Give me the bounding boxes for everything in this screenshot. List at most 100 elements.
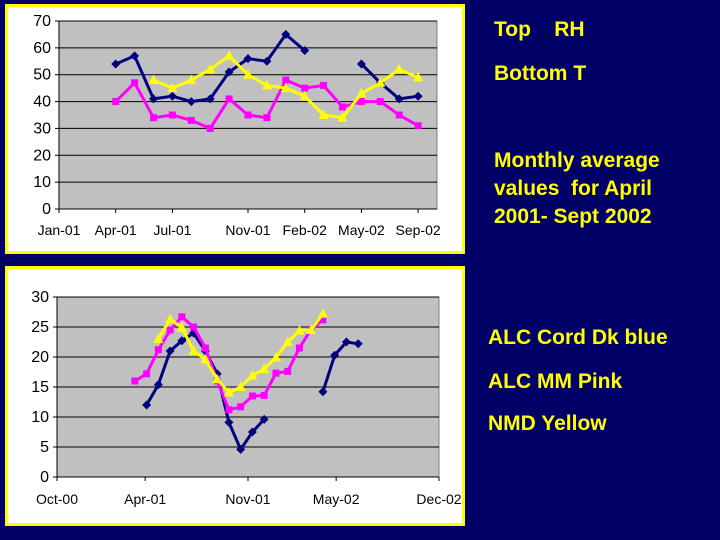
diamond-point: [205, 94, 215, 104]
x-tick-label: May-02: [313, 491, 360, 507]
x-tick-label: Oct-00: [36, 491, 78, 507]
square-point: [295, 344, 303, 352]
x-tick-label: Nov-01: [225, 491, 270, 507]
y-tick-label: 25: [31, 319, 49, 336]
square-point: [178, 313, 186, 321]
diamond-point: [224, 417, 234, 427]
diamond-point: [356, 59, 366, 69]
triangle-point: [299, 90, 310, 101]
y-tick-label: 20: [31, 349, 49, 366]
triangle-point: [413, 71, 424, 82]
square-point: [154, 346, 162, 354]
bottom-t-label: Bottom T: [494, 62, 587, 85]
triangle-point: [235, 381, 246, 391]
diamond-point: [130, 51, 140, 61]
square-point: [244, 111, 252, 119]
caption-line-1: Monthly average: [494, 149, 660, 172]
temperature-line-chart: 0 5 10 15 20 25 30 Oct-00 Apr-01 Nov-01 May-02 Dec-…: [31, 289, 462, 507]
square-point: [376, 98, 384, 106]
rh-line-chart: 0 10 20 30 40 50 60 70 Jan-01 Apr-01 Jul-01 Nov-01 F…: [33, 13, 441, 238]
legend-yellow: NMD Yellow: [488, 412, 607, 435]
diamond-point: [300, 46, 310, 56]
diamond-point: [177, 336, 187, 346]
caption-line-2: values for April: [494, 177, 652, 200]
diamond-point: [111, 59, 121, 69]
square-point: [414, 122, 422, 130]
triangle-point: [224, 50, 235, 60]
square-point: [263, 114, 271, 122]
triangle-point: [205, 63, 216, 74]
series-line: [321, 340, 359, 393]
y-tick-label: 0: [40, 469, 49, 486]
y-tick-label: 30: [31, 289, 49, 306]
diamond-point: [224, 67, 234, 77]
x-tick-label: Apr-01: [124, 491, 166, 507]
x-tick-label: Jan-01: [38, 222, 81, 238]
diamond-point: [318, 387, 328, 397]
diamond-point: [353, 339, 363, 349]
triangle-point: [270, 352, 281, 362]
square-point: [112, 98, 120, 106]
square-point: [301, 84, 309, 92]
square-point: [168, 111, 176, 119]
diamond-point: [243, 54, 253, 64]
temperature-chart-panel: 0 5 10 15 20 25 30 Oct-00 Apr-01 Nov-01 May-02 Dec-…: [5, 266, 465, 526]
square-point: [225, 406, 233, 414]
rh-chart-panel: 0 10 20 30 40 50 60 70 Jan-01 Apr-01 Jul-01 Nov-01 F…: [5, 4, 465, 254]
triangle-point: [280, 82, 291, 93]
y-tick-label: 60: [33, 40, 51, 57]
diamond-point: [413, 91, 423, 101]
y-tick-label: 50: [33, 67, 51, 84]
y-tick-label: 10: [31, 409, 49, 426]
triangle-point: [176, 322, 187, 332]
triangle-point: [318, 109, 329, 119]
diamond-point: [341, 337, 351, 347]
triangle-point: [259, 363, 270, 373]
diamond-point: [281, 29, 291, 39]
x-tick-label: Nov-01: [225, 222, 270, 238]
triangle-point: [294, 325, 305, 335]
diamond-point: [262, 56, 272, 66]
square-point: [166, 326, 174, 334]
triangle-point: [223, 386, 234, 397]
triangle-point: [261, 79, 272, 90]
diamond-point: [167, 91, 177, 101]
square-point: [395, 111, 403, 119]
legend-dark-blue: ALC Cord Dk blue: [488, 326, 668, 349]
diamond-point: [153, 380, 163, 390]
triangle-point: [375, 77, 386, 87]
diamond-point: [259, 414, 269, 424]
square-point: [237, 403, 245, 411]
square-point: [260, 391, 268, 399]
triangle-point: [247, 370, 258, 380]
square-point: [190, 323, 198, 331]
square-point: [131, 79, 139, 87]
square-point: [201, 344, 209, 352]
square-point: [131, 377, 139, 385]
square-point: [206, 124, 214, 132]
diamond-point: [394, 94, 404, 104]
square-point: [150, 114, 157, 122]
y-tick-label: 15: [31, 379, 49, 396]
triangle-point: [356, 88, 367, 98]
y-tick-label: 10: [33, 174, 51, 191]
triangle-point: [200, 353, 211, 364]
triangle-point: [394, 63, 405, 74]
triangle-point: [282, 336, 293, 346]
triangle-point: [148, 74, 159, 85]
square-point: [339, 103, 346, 111]
square-point: [248, 392, 256, 400]
y-tick-label: 0: [42, 201, 51, 218]
triangle-point: [317, 308, 328, 318]
y-tick-label: 40: [33, 94, 51, 111]
diamond-point: [186, 97, 196, 107]
y-tick-label: 20: [33, 147, 51, 164]
x-tick-label: Sep-02: [396, 222, 441, 238]
square-point: [284, 367, 292, 375]
x-tick-label: Jul-01: [153, 222, 191, 238]
y-tick-label: 70: [33, 13, 51, 30]
triangle-point: [186, 74, 197, 85]
diamond-point: [247, 427, 257, 437]
square-point: [187, 116, 195, 124]
square-point: [282, 76, 290, 84]
